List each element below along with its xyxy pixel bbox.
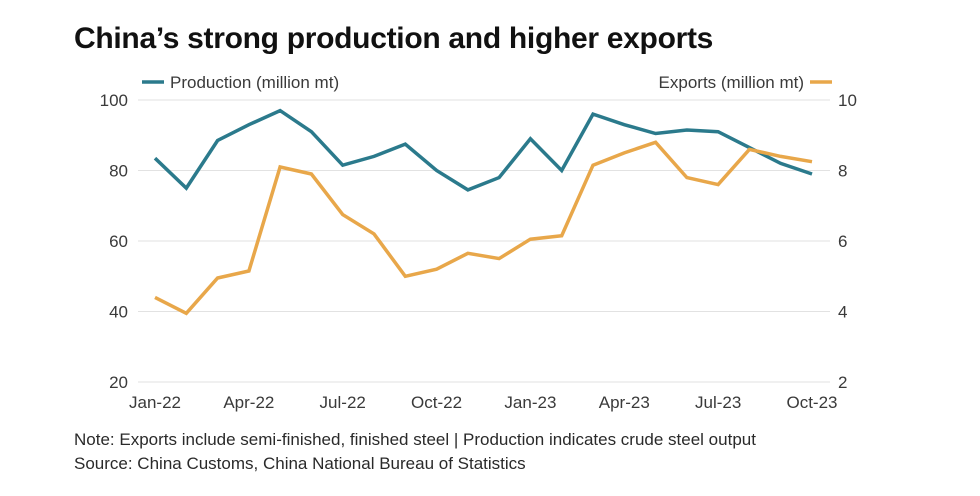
legend-label-exports: Exports (million mt)	[659, 73, 804, 92]
y-right-tick-label: 4	[838, 303, 847, 322]
x-tick-label: Apr-23	[599, 393, 650, 412]
series-lines	[153, 108, 813, 316]
gridlines	[138, 99, 830, 383]
legend: Production (million mt) Exports (million …	[142, 73, 832, 92]
y-axis-right: 2 4 6 8 10	[838, 91, 857, 392]
x-tick-label: Jul-22	[320, 393, 366, 412]
x-tick-label: Jan-22	[129, 393, 181, 412]
y-left-tick-label: 100	[100, 91, 128, 110]
production-line	[153, 108, 813, 192]
y-right-tick-label: 8	[838, 162, 847, 181]
legend-label-production: Production (million mt)	[170, 73, 339, 92]
chart-notes: Note: Exports include semi-finished, fin…	[74, 428, 756, 476]
x-tick-label: Oct-23	[786, 393, 837, 412]
y-left-tick-label: 20	[109, 373, 128, 392]
chart-title: China’s strong production and higher exp…	[74, 22, 714, 55]
y-right-tick-label: 2	[838, 373, 847, 392]
y-left-tick-label: 60	[109, 232, 128, 251]
y-axis-left: 20 40 60 80 100	[100, 91, 128, 392]
source-text: Source: China Customs, China National Bu…	[74, 454, 526, 473]
x-tick-label: Apr-22	[223, 393, 274, 412]
y-left-tick-label: 40	[109, 303, 128, 322]
exports-line	[154, 140, 813, 316]
y-right-tick-label: 6	[838, 232, 847, 251]
y-right-tick-label: 10	[838, 91, 857, 110]
note-text: Note: Exports include semi-finished, fin…	[74, 430, 756, 449]
x-tick-label: Oct-22	[411, 393, 462, 412]
x-tick-label: Jan-23	[504, 393, 556, 412]
x-tick-label: Jul-23	[695, 393, 741, 412]
y-left-tick-label: 80	[109, 162, 128, 181]
x-axis: Jan-22 Apr-22 Jul-22 Oct-22 Jan-23 Apr-23 Jul-…	[129, 393, 838, 412]
